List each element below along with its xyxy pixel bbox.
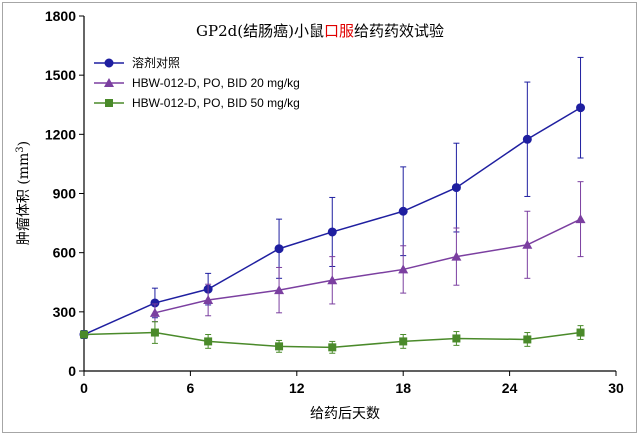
axes: 0 300 600 900 1200 1500 1800 0 6 12 18 24 30	[45, 8, 624, 396]
chart-frame	[2, 2, 637, 433]
chart-title: GP2d(结肠癌)小鼠口服给药药效试验	[196, 22, 444, 40]
x-axis-title: 给药后天数	[310, 406, 380, 422]
legend-item-2: HBW-012-D, PO, BID 50 mg/kg	[94, 96, 300, 110]
series-2	[80, 321, 585, 354]
y-tick-label: 1200	[45, 126, 76, 142]
data-point	[150, 328, 159, 337]
data-point	[204, 337, 213, 346]
y-tick-label: 600	[53, 245, 77, 261]
y-axis-title-main: 肿瘤体积 (mm	[15, 153, 32, 245]
data-point	[451, 183, 461, 193]
legend-label: HBW-012-D, PO, BID 50 mg/kg	[132, 96, 300, 110]
data-point	[576, 328, 585, 337]
x-tick-label: 6	[187, 380, 195, 396]
legend-marker	[105, 99, 113, 107]
data-point	[275, 342, 284, 351]
y-tick-label: 300	[53, 304, 77, 320]
x-tick-label: 12	[289, 380, 305, 396]
x-tick-label: 0	[80, 380, 88, 396]
y-tick-label: 0	[68, 363, 76, 379]
data-point	[203, 295, 214, 304]
data-point	[398, 264, 409, 274]
series-1	[149, 181, 586, 323]
data-point	[327, 227, 337, 237]
data-point	[522, 239, 533, 249]
y-tick-label: 900	[53, 186, 77, 202]
legend-marker	[104, 58, 114, 68]
legend-item-1: HBW-012-D, PO, BID 20 mg/kg	[94, 76, 300, 90]
legend-label: 溶剂对照	[132, 55, 180, 70]
data-point	[327, 275, 338, 285]
legend-item-0: 溶剂对照	[94, 55, 180, 70]
data-point	[452, 334, 461, 343]
data-point	[80, 330, 88, 339]
data-point	[451, 251, 462, 261]
legend-label: HBW-012-D, PO, BID 20 mg/kg	[132, 76, 300, 90]
legend: 溶剂对照 HBW-012-D, PO, BID 20 mg/kg HBW-012-D…	[94, 55, 300, 110]
data-point	[274, 285, 285, 295]
y-axis-title: 肿瘤体积 (mm3)	[15, 141, 32, 245]
y-axis-title-sup: 3	[15, 146, 26, 152]
x-tick-label: 24	[502, 380, 518, 396]
data-point	[328, 343, 337, 352]
y-tick-label: 1800	[45, 8, 76, 24]
data-point	[398, 206, 408, 216]
series-layer	[79, 56, 586, 354]
data-point	[575, 214, 586, 224]
data-point	[399, 337, 408, 346]
y-tick-label: 1500	[45, 67, 76, 83]
data-point	[274, 244, 284, 254]
data-point	[522, 134, 532, 144]
series-line	[154, 218, 581, 314]
y-axis-title-end: )	[16, 141, 32, 146]
legend-marker	[104, 78, 114, 87]
data-point	[576, 103, 586, 113]
x-tick-label: 18	[395, 380, 411, 396]
title-part: GP2d(结肠癌)小鼠	[196, 22, 324, 40]
title-part: 给药药效试验	[354, 22, 444, 40]
data-point	[149, 307, 160, 317]
x-tick-label: 30	[608, 380, 624, 396]
title-part-highlight: 口服	[324, 22, 354, 40]
data-point	[523, 335, 532, 344]
